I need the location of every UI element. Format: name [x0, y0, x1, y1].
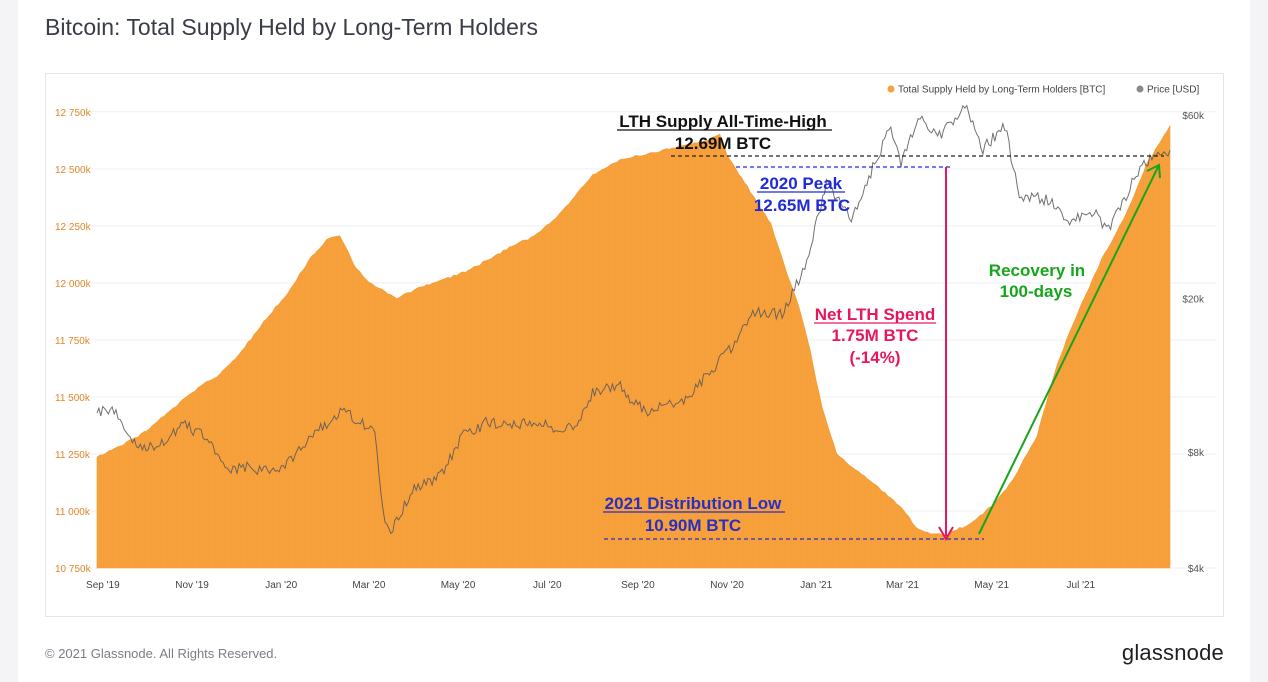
- recovery-label-value: 100-days: [1000, 282, 1073, 301]
- y-left-tick-label: 11 250k: [55, 450, 91, 461]
- price-line: [96, 104, 1171, 535]
- low-label-title: 2021 Distribution Low: [605, 494, 782, 513]
- y-left-tick-label: 12 500k: [55, 165, 92, 176]
- y-right-tick-label: $20k: [1182, 295, 1205, 306]
- recovery-arrow-head: [1146, 163, 1161, 179]
- ath-label-title: LTH Supply All-Time-High: [619, 112, 826, 131]
- x-tick-label: Jan '21: [800, 580, 832, 591]
- peak-label-value: 12.65M BTC: [754, 196, 850, 215]
- legend-price-marker: [1136, 85, 1144, 93]
- x-tick-label: Jul '21: [1067, 580, 1096, 591]
- spend-label-title: Net LTH Spend: [815, 305, 936, 324]
- y-left-tick-label: 11 000k: [55, 507, 91, 518]
- x-tick-label: Jan '20: [265, 580, 297, 591]
- x-tick-label: Sep '20: [621, 580, 655, 591]
- legend-price-label: Price [USD]: [1147, 85, 1199, 96]
- y-left-tick-label: 11 750k: [55, 336, 91, 347]
- x-tick-label: Sep '19: [86, 580, 120, 591]
- spend-arrow-head: [938, 526, 954, 541]
- y-left-tick-label: 10 750k: [55, 564, 92, 575]
- x-tick-label: Mar '21: [886, 580, 919, 591]
- x-tick-label: May '20: [441, 580, 476, 591]
- spend-label-percent: (-14%): [849, 348, 900, 367]
- y-left-tick-label: 11 500k: [55, 393, 91, 404]
- chart-title: Bitcoin: Total Supply Held by Long-Term …: [45, 14, 539, 40]
- y-right-tick-label: $4k: [1188, 564, 1205, 575]
- y-left-tick-label: 12 000k: [55, 279, 92, 290]
- spend-label-value: 1.75M BTC: [832, 326, 919, 345]
- x-tick-label: Mar '20: [352, 580, 385, 591]
- x-tick-label: Nov '20: [710, 580, 744, 591]
- recovery-label-title: Recovery in: [989, 261, 1085, 280]
- y-right-tick-label: $60k: [1182, 111, 1205, 122]
- ath-label-value: 12.69M BTC: [675, 134, 771, 153]
- legend-supply-label: Total Supply Held by Long-Term Holders […: [898, 85, 1106, 96]
- low-label-value: 10.90M BTC: [645, 516, 741, 535]
- peak-label-title: 2020 Peak: [760, 174, 843, 193]
- y-left-tick-label: 12 750k: [55, 108, 92, 119]
- y-right-tick-label: $8k: [1188, 448, 1205, 459]
- x-tick-label: Jul '20: [533, 580, 562, 591]
- legend-supply-marker: [887, 85, 895, 93]
- copyright-text: © 2021 Glassnode. All Rights Reserved.: [45, 646, 278, 661]
- recovery-arrow-line: [978, 166, 1159, 535]
- x-tick-label: Nov '19: [175, 580, 209, 591]
- lth-supply-area: [96, 125, 1171, 569]
- brand-logo[interactable]: glassnode: [1121, 640, 1224, 665]
- y-left-tick-label: 12 250k: [55, 222, 92, 233]
- x-tick-label: May '21: [974, 580, 1009, 591]
